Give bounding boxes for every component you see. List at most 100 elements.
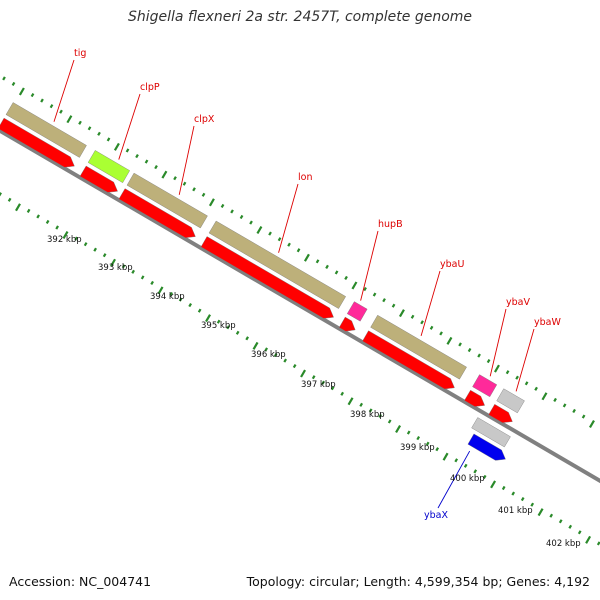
tick-mark: [45, 219, 50, 225]
tick-mark: [169, 291, 173, 297]
tick-mark: [505, 370, 510, 375]
tick-mark: [93, 247, 97, 252]
tick-mark: [125, 148, 130, 153]
tick-mark: [351, 281, 358, 290]
tick-mark: [252, 341, 259, 350]
tick-mark: [74, 236, 78, 241]
genome-summary-text: Topology: circular; Length: 4,599,354 bp…: [246, 574, 590, 589]
tick-mark: [363, 286, 367, 292]
tick-mark: [208, 198, 215, 207]
tick-mark: [511, 491, 516, 496]
tick-mark: [311, 375, 316, 380]
callout-line-ybaV: [489, 308, 507, 377]
tick-mark: [135, 153, 139, 159]
tick-mark: [477, 353, 481, 358]
tick-mark: [150, 280, 154, 285]
tick-mark: [287, 242, 291, 247]
tick-mark: [26, 208, 31, 213]
callout-line-ybaW: [515, 328, 535, 392]
tick-mark: [398, 309, 405, 318]
scale-label: 402 kbp: [546, 539, 581, 549]
tick-mark: [410, 314, 415, 319]
gene-block-ybaW: [496, 388, 525, 414]
tick-mark: [273, 352, 278, 358]
tick-mark: [372, 292, 377, 297]
tick-mark: [344, 275, 348, 281]
tick-mark: [425, 441, 430, 446]
tick-mark: [395, 424, 402, 433]
tick-mark: [106, 137, 111, 142]
tick-mark: [420, 320, 424, 325]
tick-mark: [530, 502, 535, 507]
tick-mark: [359, 402, 364, 407]
tick-mark: [486, 359, 491, 364]
cds-arrow-ybaU: [362, 330, 455, 390]
tick-mark: [197, 308, 202, 313]
tick-mark: [131, 269, 135, 274]
tick-mark: [549, 513, 554, 518]
tick-mark: [347, 397, 354, 406]
tick-mark: [2, 76, 6, 81]
tick-mark: [205, 314, 211, 323]
tick-mark: [515, 375, 519, 380]
scale-label: 399 kbp: [400, 443, 435, 453]
tick-mark: [524, 381, 529, 386]
tick-mark: [154, 165, 158, 170]
gene-label-ybaU: ybaU: [440, 259, 464, 270]
tick-mark: [178, 297, 183, 302]
tick-mark: [283, 358, 288, 363]
gene-label-ybaV: ybaV: [506, 297, 530, 308]
scale-label: 395 kbp: [201, 321, 236, 331]
tick-mark: [562, 403, 567, 408]
tick-mark: [55, 225, 59, 230]
tick-mark: [473, 469, 478, 474]
tick-mark: [493, 364, 500, 373]
gene-label-clpP: clpP: [140, 82, 160, 93]
accession-text: Accession: NC_004741: [9, 574, 152, 589]
tick-mark: [577, 530, 582, 535]
cds-arrow-clpX: [118, 188, 196, 239]
tick-mark: [188, 303, 192, 308]
gene-block-clpX: [126, 172, 208, 229]
tick-mark: [334, 270, 339, 275]
tick-mark: [201, 192, 206, 197]
tick-mark: [553, 397, 557, 402]
tick-mark: [235, 330, 240, 335]
tick-mark: [458, 342, 462, 347]
scale-label: 394 kbp: [150, 292, 185, 302]
tick-mark: [7, 197, 12, 202]
tick-mark: [11, 81, 16, 87]
tick-mark: [18, 87, 25, 96]
tick-mark: [110, 258, 116, 267]
cds-arrow-ybaV: [464, 389, 485, 407]
callout-line-hupB: [360, 230, 379, 301]
gene-label-lon: lon: [298, 172, 312, 183]
tick-mark: [589, 420, 595, 429]
backbone-line: [0, 128, 600, 484]
scale-label: 401 kbp: [498, 506, 533, 516]
gene-label-hupB: hupB: [378, 219, 403, 230]
cds-arrow-clpP: [79, 165, 118, 193]
tick-mark: [113, 142, 120, 151]
scale-labels: 392 kbp 393 kbp 394 kbp 395 kbp 396 kbp 397 k…: [47, 235, 581, 549]
tick-mark: [78, 120, 82, 125]
tick-mark: [102, 253, 107, 258]
scale-label: 397 kbp: [301, 380, 336, 390]
gene-label-ybaX: ybaX: [424, 510, 448, 521]
callout-line-clpP: [118, 93, 141, 160]
tick-mark: [245, 336, 249, 341]
tick-mark: [541, 392, 548, 401]
scale-label: 398 kbp: [350, 410, 385, 420]
tick-mark: [368, 408, 373, 413]
tick-mark: [321, 380, 326, 385]
tick-mark: [315, 259, 320, 264]
tick-mark: [596, 541, 600, 546]
gene-block-ybaX: [471, 417, 511, 448]
tick-mark: [97, 131, 101, 136]
gene-block-tig: [5, 102, 87, 158]
tick-mark: [249, 220, 253, 225]
tick-mark: [537, 508, 544, 517]
tick-mark: [568, 524, 573, 529]
gene-block-ybaV: [472, 374, 498, 398]
